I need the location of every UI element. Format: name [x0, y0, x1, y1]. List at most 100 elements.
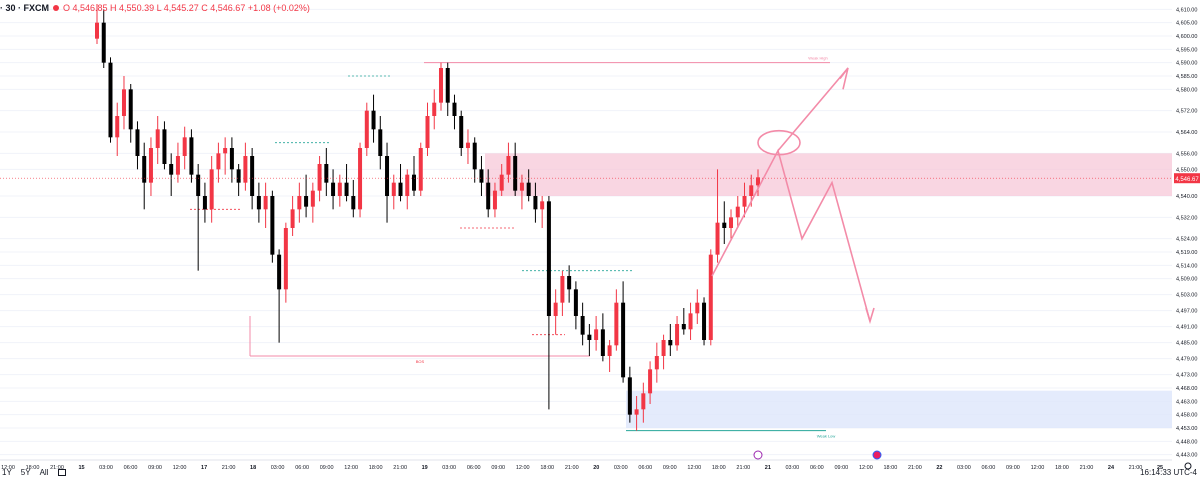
- time-tick: 18:00: [26, 465, 40, 471]
- range-5y[interactable]: 5Y: [20, 468, 31, 477]
- time-tick: 21:00: [222, 465, 236, 471]
- candle-body: [445, 68, 450, 103]
- candle-body: [573, 289, 578, 316]
- candle-body: [250, 156, 255, 196]
- candle-body: [702, 302, 707, 340]
- time-tick: 21:00: [1129, 465, 1143, 471]
- candle-body: [634, 409, 639, 415]
- time-tick: 03:00: [271, 465, 285, 471]
- candle-body: [668, 340, 673, 346]
- price-tick: 4,514.00: [1176, 263, 1197, 269]
- projection-up: [777, 67, 849, 152]
- arrow-down-head: [865, 307, 875, 325]
- time-tick: 19: [422, 465, 428, 471]
- demand-zone: [626, 390, 1172, 428]
- candle-body: [135, 129, 140, 156]
- candle-body: [263, 196, 268, 210]
- last-price-tag: [1174, 173, 1200, 184]
- candle-body: [729, 217, 734, 228]
- candle-body: [580, 316, 585, 335]
- time-tick: 21: [765, 465, 771, 471]
- candle-body: [378, 129, 383, 156]
- candle-body: [385, 156, 390, 196]
- time-tick: 21:00: [736, 465, 750, 471]
- utc-clock[interactable]: 16:14:33 UTC-4: [1140, 468, 1197, 477]
- price-tick: 4,600.00: [1176, 34, 1197, 40]
- time-tick: 22: [936, 465, 942, 471]
- candle-body: [290, 209, 295, 228]
- price-tick: 4,443.00: [1176, 453, 1197, 459]
- candle-body: [304, 196, 309, 207]
- candle-body: [688, 313, 693, 330]
- time-tick: 18: [250, 465, 256, 471]
- time-tick: 12:00: [1, 465, 15, 471]
- time-tick: 18:00: [884, 465, 898, 471]
- range-all[interactable]: All: [39, 468, 49, 477]
- candle-body: [560, 276, 565, 303]
- time-tick: 18:00: [712, 465, 726, 471]
- candle-body: [358, 148, 363, 210]
- candle-body: [506, 156, 511, 175]
- price-tick: 4,479.00: [1176, 357, 1197, 363]
- price-tick: 4,503.00: [1176, 293, 1197, 299]
- candle-body: [654, 356, 659, 370]
- time-tick: 25: [1157, 465, 1163, 471]
- candle-body: [553, 302, 558, 316]
- time-tick: 24: [1108, 465, 1115, 471]
- time-tick: 06:00: [295, 465, 309, 471]
- candle-body: [418, 148, 423, 191]
- price-tick: 4,453.00: [1176, 426, 1197, 432]
- candle-body: [607, 345, 612, 356]
- last-price-label: 4,546.67: [1175, 177, 1199, 183]
- chart-header: · 30 · FXCM O 4,546.85 H 4,550.39 L 4,54…: [0, 0, 310, 16]
- price-tick: 4,524.00: [1176, 237, 1197, 243]
- candle-body: [452, 102, 457, 116]
- candle-body: [492, 190, 497, 210]
- time-tick: 12:00: [687, 465, 701, 471]
- price-tick: 4,468.00: [1176, 386, 1197, 392]
- candle-body: [95, 22, 99, 39]
- calendar-icon[interactable]: [58, 469, 67, 476]
- candle-body: [695, 302, 700, 314]
- time-tick: 21:00: [1080, 465, 1094, 471]
- time-tick: 21:00: [908, 465, 922, 471]
- candle-body: [398, 182, 403, 196]
- candle-body: [600, 329, 605, 356]
- candle-body: [236, 169, 241, 183]
- candle-body: [526, 182, 531, 196]
- candle-body: [412, 174, 417, 191]
- projection-path: [711, 148, 871, 322]
- market-status-icon: [53, 5, 60, 11]
- candle-body: [337, 182, 342, 196]
- range-1y[interactable]: 1Y: [2, 468, 12, 477]
- time-tick: 09:00: [320, 465, 334, 471]
- candle-body: [722, 222, 727, 228]
- candle-body: [229, 148, 234, 170]
- price-tick: 4,556.00: [1176, 151, 1197, 157]
- candle-body: [351, 196, 356, 210]
- candle-body: [270, 196, 275, 255]
- candle-body: [648, 369, 653, 394]
- candle-body: [533, 196, 538, 210]
- symbol-label[interactable]: · 30 · FXCM: [0, 3, 50, 13]
- candle-body: [121, 89, 126, 116]
- candle-body: [432, 102, 437, 116]
- bottom-toolbar: 1Y 5Y All 16:14:33 UTC-4: [0, 466, 1200, 479]
- candle-body: [297, 196, 302, 210]
- candle-body: [459, 116, 464, 148]
- time-tick: 18:00: [540, 465, 554, 471]
- candle-body: [641, 393, 646, 410]
- candle-body: [101, 22, 106, 63]
- price-tick: 4,473.00: [1176, 373, 1197, 379]
- time-tick: 21:00: [565, 465, 579, 471]
- price-tick: 4,550.00: [1176, 167, 1197, 173]
- ohlc-readout: O 4,546.85 H 4,550.39 L 4,545.27 C 4,546…: [63, 3, 310, 13]
- weak-high-label: Weak High: [808, 56, 828, 61]
- price-tick: 4,564.00: [1176, 130, 1197, 136]
- candle-body: [108, 62, 113, 138]
- candle-body: [519, 182, 524, 191]
- candle-body: [148, 148, 153, 183]
- candle-body: [735, 206, 740, 218]
- candle-body: [614, 302, 619, 346]
